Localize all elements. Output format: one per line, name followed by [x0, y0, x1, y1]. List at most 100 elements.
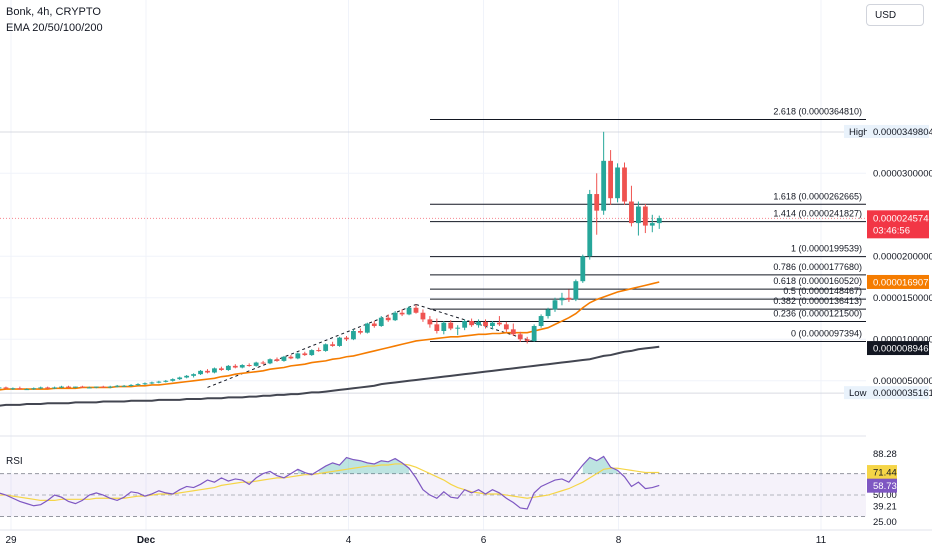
candle[interactable] — [573, 279, 579, 302]
candle[interactable] — [483, 319, 488, 329]
candle[interactable] — [17, 386, 23, 390]
candle[interactable] — [455, 325, 461, 336]
candle[interactable] — [580, 254, 586, 283]
currency-button[interactable]: USD — [866, 4, 924, 26]
candle[interactable] — [232, 364, 238, 369]
candle[interactable] — [59, 385, 64, 389]
candle[interactable] — [302, 351, 308, 356]
candle[interactable] — [476, 319, 481, 328]
trend-line[interactable] — [415, 303, 535, 343]
candle[interactable] — [420, 309, 426, 322]
candle[interactable] — [642, 204, 648, 234]
candle[interactable] — [358, 328, 363, 335]
candle[interactable] — [378, 316, 384, 327]
candle[interactable] — [497, 316, 502, 327]
candle[interactable] — [448, 320, 454, 331]
candle[interactable] — [566, 289, 572, 302]
candle[interactable] — [135, 383, 141, 386]
candle[interactable] — [274, 357, 280, 362]
candle[interactable] — [385, 314, 391, 322]
candle[interactable] — [184, 374, 190, 379]
candle[interactable] — [413, 304, 419, 314]
candle[interactable] — [142, 382, 148, 385]
candle[interactable] — [503, 321, 509, 332]
candle[interactable] — [246, 363, 252, 367]
candle[interactable] — [441, 321, 447, 335]
candle[interactable] — [371, 321, 377, 328]
candle[interactable] — [462, 319, 468, 331]
indicator-legend[interactable]: EMA 20/50/100/200 — [6, 22, 103, 34]
candle[interactable] — [225, 365, 231, 371]
candle[interactable] — [656, 215, 662, 229]
candle[interactable] — [100, 385, 106, 388]
candle[interactable] — [399, 309, 405, 317]
candle[interactable] — [601, 131, 607, 215]
candle[interactable] — [10, 387, 16, 390]
candle[interactable] — [170, 378, 176, 382]
candle[interactable] — [434, 318, 440, 334]
candle[interactable] — [629, 185, 634, 227]
candle[interactable] — [288, 355, 294, 360]
candle[interactable] — [0, 387, 2, 389]
candle[interactable] — [559, 292, 565, 306]
candle[interactable] — [177, 376, 183, 380]
candle[interactable] — [191, 373, 196, 378]
candle[interactable] — [128, 384, 134, 387]
candle[interactable] — [316, 347, 322, 352]
candle[interactable] — [267, 358, 273, 365]
candle[interactable] — [163, 379, 169, 383]
candle[interactable] — [510, 323, 516, 336]
candle[interactable] — [38, 386, 44, 390]
candle[interactable] — [364, 322, 370, 334]
candle[interactable] — [205, 369, 210, 374]
candle[interactable] — [73, 386, 78, 389]
candle[interactable] — [351, 329, 356, 341]
candle[interactable] — [636, 201, 641, 236]
candle[interactable] — [524, 336, 530, 344]
candle[interactable] — [538, 314, 544, 328]
candle[interactable] — [24, 388, 30, 391]
candle[interactable] — [531, 324, 537, 342]
candle[interactable] — [86, 386, 92, 389]
candle[interactable] — [392, 311, 398, 322]
candle[interactable] — [52, 386, 57, 390]
candle[interactable] — [93, 386, 99, 389]
candle[interactable] — [309, 349, 315, 356]
candle[interactable] — [212, 367, 217, 374]
candle[interactable] — [253, 361, 259, 367]
candle[interactable] — [344, 335, 349, 341]
candle[interactable] — [66, 385, 71, 389]
candle[interactable] — [545, 307, 551, 319]
candle[interactable] — [45, 386, 51, 390]
candle[interactable] — [295, 352, 301, 360]
candle[interactable] — [615, 163, 620, 203]
candle[interactable] — [594, 173, 600, 235]
candle[interactable] — [323, 343, 329, 352]
candle[interactable] — [156, 380, 162, 384]
rsi-line[interactable] — [0, 455, 660, 510]
candle[interactable] — [330, 341, 335, 347]
candle[interactable] — [552, 297, 558, 312]
candle[interactable] — [649, 214, 655, 233]
candle[interactable] — [121, 384, 127, 387]
candle[interactable] — [427, 316, 433, 328]
candle[interactable] — [80, 385, 85, 388]
candle[interactable] — [490, 321, 495, 330]
candle[interactable] — [198, 370, 203, 375]
candle[interactable] — [31, 387, 37, 390]
candle[interactable] — [239, 364, 245, 369]
candle[interactable] — [622, 162, 627, 205]
candle[interactable] — [469, 318, 474, 327]
candle[interactable] — [219, 366, 224, 371]
candle[interactable] — [149, 381, 155, 385]
candle[interactable] — [3, 386, 9, 390]
candle[interactable] — [337, 336, 342, 347]
candle[interactable] — [107, 385, 113, 389]
candle[interactable] — [608, 150, 613, 205]
candle[interactable] — [406, 306, 412, 316]
candle[interactable] — [587, 189, 593, 260]
candle[interactable] — [114, 384, 120, 388]
candle[interactable] — [517, 331, 523, 342]
ema-slow-line[interactable] — [0, 345, 660, 407]
